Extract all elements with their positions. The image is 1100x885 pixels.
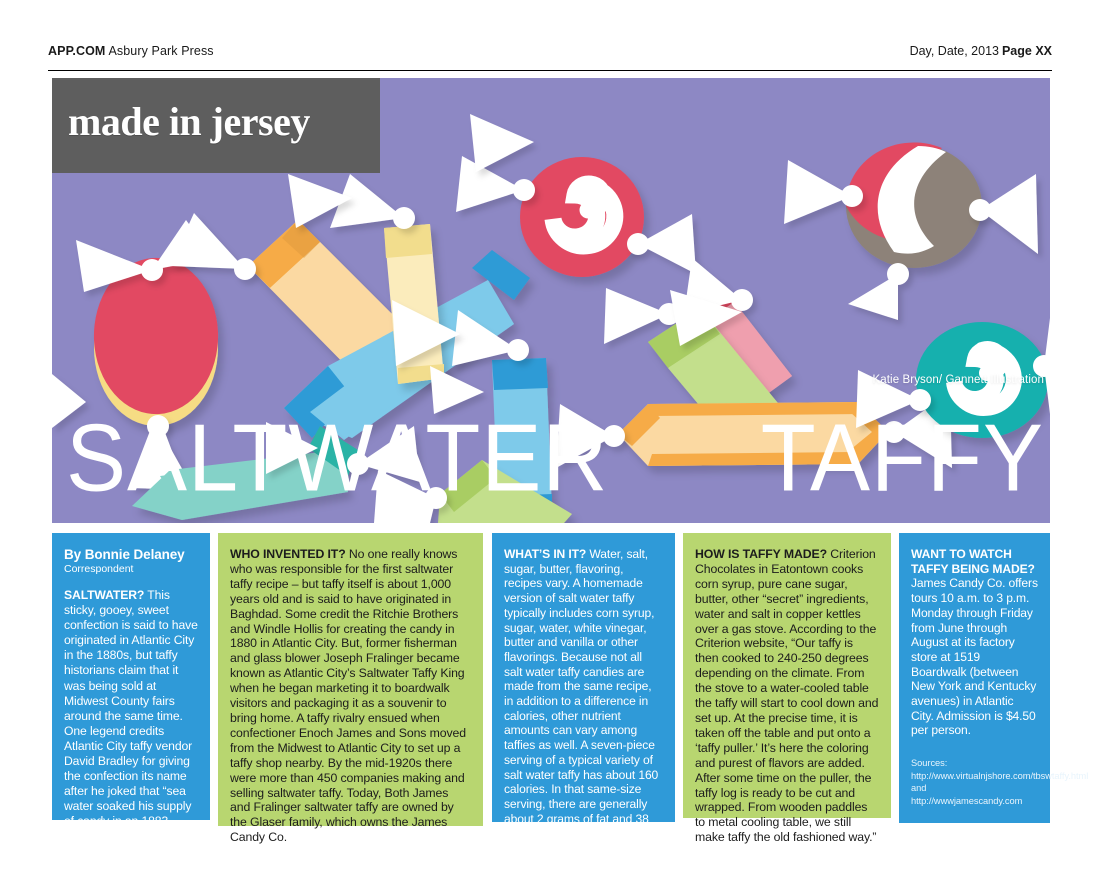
column-text-3: Water, salt, sugar, butter, flavoring, r…: [504, 547, 659, 856]
wrapper-green-lower-left: [374, 470, 447, 523]
wrapper-triangle-scatter-3: [392, 300, 460, 366]
column-text-4: Criterion Chocolates in Eatontown cooks …: [695, 547, 879, 845]
wrapper-blue-vertical-top: [452, 310, 529, 366]
wrapper-pink-swirl-right: [627, 214, 696, 274]
how-is-taffy-made-column: HOW IS TAFFY MADE? Criterion Chocolates …: [683, 533, 891, 844]
candy-swirl-pink: [520, 157, 644, 277]
wrapper-peach-left: [556, 404, 625, 468]
candy-oval-red-taupe: [845, 142, 982, 268]
column-body-5: WANT TO WATCH TAFFY BEING MADE? James Ca…: [911, 547, 1038, 738]
story-columns: By Bonnie Delaney Correspondent SALTWATE…: [52, 533, 1089, 855]
wrapper-triangle-scatter-2: [470, 114, 534, 172]
wrapper-teal-swirl-right: [1033, 318, 1050, 414]
candy-oval-red-yellow: [93, 257, 219, 426]
wrapper-triangle-scatter-1: [288, 174, 352, 228]
column-text-5: James Candy Co. offers tours 10 a.m. to …: [911, 576, 1038, 738]
page-title: SALTWATER TAFFY: [66, 408, 1044, 510]
wrapper-red-taupe-left: [784, 160, 863, 224]
candy-swirl-teal: [916, 322, 1048, 438]
sources-note: Sources: http://www.virtualnjshore.com/t…: [911, 758, 1089, 806]
made-in-jersey-banner: [52, 78, 380, 173]
wrapper-orange-left: [170, 213, 256, 280]
whats-in-it-column: WHAT’S IN IT? Water, salt, sugar, butter…: [492, 533, 675, 855]
wrapper-triangle-scatter-7: [52, 374, 86, 428]
column-lead-2: WHO INVENTED IT?: [230, 547, 346, 561]
wrapper-teal-right: [347, 426, 420, 482]
wrapper-triangle-scatter-6: [266, 422, 318, 474]
candy-bar-teal: [132, 426, 358, 520]
column-lead-5: WANT TO WATCH TAFFY BEING MADE?: [911, 547, 1035, 576]
illustration-credit: Katie Bryson/ Gannett Illustration: [872, 374, 1044, 386]
wrapper-triangle-scatter-4: [430, 366, 484, 414]
masthead-domain: APP.COM: [48, 44, 106, 58]
column-body-2: WHO INVENTED IT? No one really knows who…: [230, 547, 471, 845]
who-invented-it-column: WHO INVENTED IT? No one really knows who…: [218, 533, 483, 844]
candy-bar-peach-long: [618, 402, 888, 466]
made-in-jersey-label: made in jersey: [68, 99, 310, 144]
byline-column: By Bonnie Delaney Correspondent SALTWATE…: [52, 533, 210, 844]
column-body-3: WHAT’S IN IT? Water, salt, sugar, butter…: [504, 547, 663, 856]
masthead-publication: Asbury Park Press: [108, 44, 214, 58]
masthead-left: APP.COM Asbury Park Press: [48, 44, 214, 58]
page-title-word-1: SALTWATER: [66, 405, 609, 512]
masthead-page-number: Page XX: [1001, 44, 1052, 58]
page-title-word-2: TAFFY: [760, 405, 1044, 512]
column-lead-1: SALTWATER?: [64, 588, 145, 602]
masthead: APP.COM Asbury Park Press Day, Date, 2013…: [48, 44, 1052, 64]
wrapper-red-taupe-bottom: [848, 263, 909, 320]
masthead-right: Day, Date, 2013 Page XX: [910, 44, 1052, 58]
candy-bar-green-lower: [438, 460, 572, 523]
byline-role: Correspondent: [64, 563, 134, 575]
column-body-4: HOW IS TAFFY MADE? Criterion Chocolates …: [695, 547, 879, 845]
column-text-2: No one really knows who was responsible …: [230, 547, 466, 845]
candy-illustration-svg: [52, 114, 1050, 523]
column-body-1: SALTWATER? This sticky, gooey, sweet con…: [64, 588, 198, 845]
wrapper-teal-swirl-left: [856, 370, 931, 428]
wrapper-cream-top: [330, 174, 415, 229]
want-to-watch-column: WANT TO WATCH TAFFY BEING MADE? James Ca…: [899, 533, 1089, 823]
masthead-date: Day, Date, 2013: [909, 44, 999, 58]
column-text-1: This sticky, gooey, sweet confection is …: [64, 588, 198, 844]
hero-illustration: made in jersey Katie Bryson/ Gannett Ill…: [52, 78, 1050, 523]
wrapper-red-taupe-right: [969, 174, 1038, 254]
column-lead-4: HOW IS TAFFY MADE?: [695, 547, 827, 561]
column-lead-3: WHAT’S IN IT?: [504, 547, 587, 561]
byline-author: By Bonnie Delaney: [64, 547, 185, 562]
header-divider: [48, 70, 1052, 71]
wrapper-triangle-scatter-5: [670, 290, 742, 346]
wrapper-pink-swirl-left: [456, 156, 535, 212]
